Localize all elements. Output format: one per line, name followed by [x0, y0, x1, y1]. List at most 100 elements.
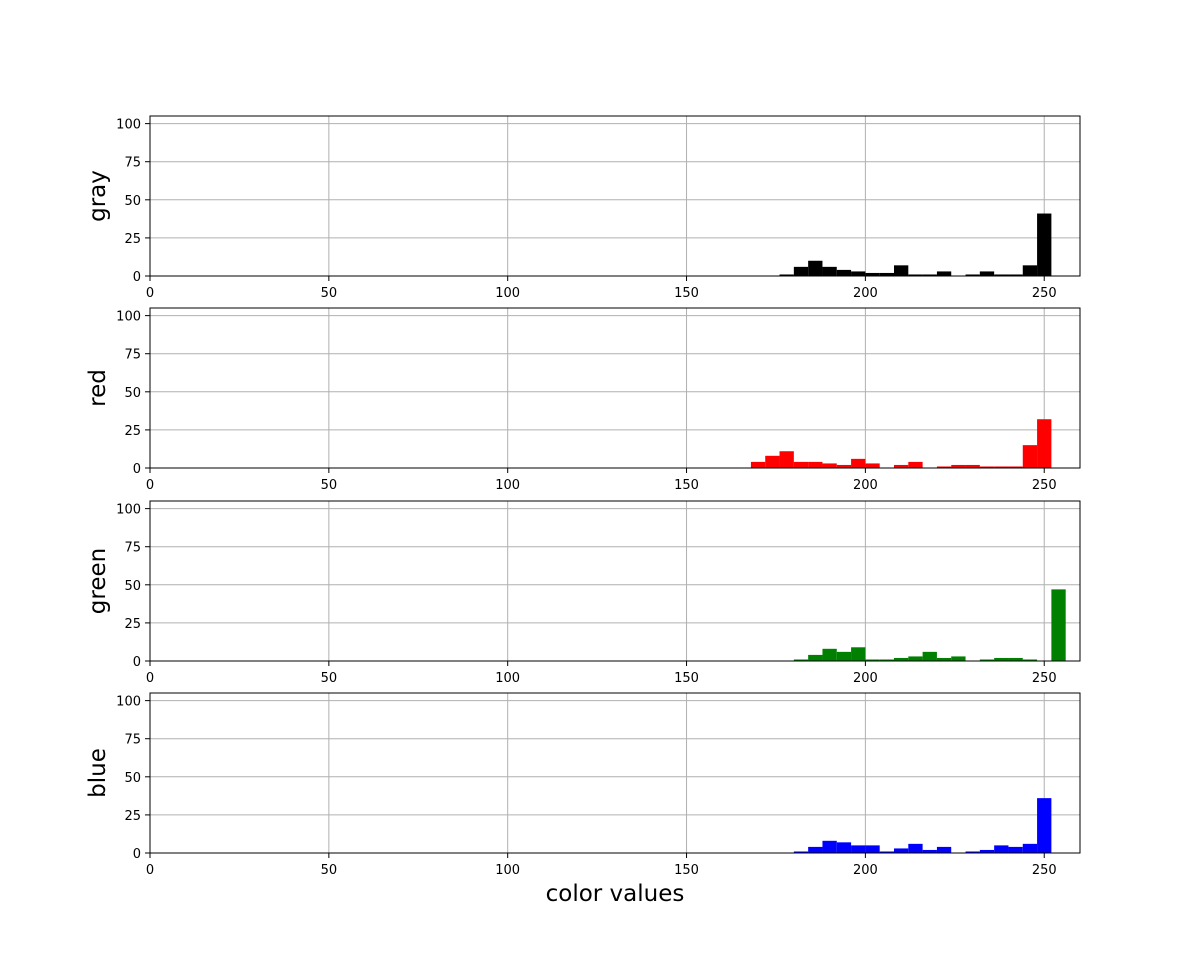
y-tick-label: 0 — [133, 655, 141, 670]
x-tick-label: 100 — [495, 671, 520, 686]
histogram-bar — [936, 657, 952, 661]
histogram-bar — [793, 461, 809, 468]
x-tick-label: 200 — [853, 671, 878, 686]
histogram-bar — [779, 451, 794, 468]
y-tick-label: 50 — [124, 386, 141, 401]
histogram-bar — [808, 654, 823, 661]
histogram-bar — [894, 265, 909, 276]
histogram-bar — [750, 461, 766, 468]
histogram-bar — [908, 656, 923, 661]
y-tick-label: 25 — [124, 232, 141, 247]
histogram-bar — [951, 464, 966, 468]
histogram-bar — [979, 849, 995, 853]
histogram-bar — [793, 851, 809, 853]
histogram-bar — [1037, 419, 1052, 468]
histogram-bar — [808, 461, 823, 468]
x-tick-label: 50 — [321, 671, 338, 686]
x-axis-label: color values — [546, 881, 685, 907]
histogram-bar — [836, 464, 852, 468]
y-tick-label: 0 — [133, 847, 141, 862]
histogram-panel-green: 0 50 100 150 200 250 0 25 50 75 100 green — [85, 500, 1081, 686]
histogram-bar — [894, 657, 909, 661]
x-tick-label: 0 — [146, 863, 154, 878]
y-tick-label: 25 — [124, 617, 141, 632]
histogram-bar — [1037, 213, 1052, 276]
axes-frame — [149, 692, 1081, 854]
histogram-bar — [765, 455, 780, 468]
x-tick-label: 150 — [674, 286, 699, 301]
histogram-bar — [1022, 445, 1038, 468]
y-tick-label: 100 — [116, 310, 141, 325]
y-tick-label: 100 — [116, 695, 141, 710]
histogram-bar — [851, 458, 866, 468]
histogram-bar — [936, 271, 952, 276]
histogram-bar — [808, 846, 823, 853]
x-tick-label: 200 — [853, 478, 878, 493]
histogram-bar — [865, 463, 880, 468]
x-tick-label: 0 — [146, 478, 154, 493]
histogram-bar — [908, 461, 923, 468]
y-tick-label: 50 — [124, 579, 141, 594]
y-tick-label: 0 — [133, 270, 141, 285]
histogram-bar — [965, 851, 980, 853]
y-axis-label: red — [85, 369, 111, 407]
x-tick-label: 100 — [495, 863, 520, 878]
histogram-bar — [994, 466, 1009, 468]
histogram-bar — [851, 271, 866, 276]
y-tick-label: 75 — [124, 541, 141, 556]
histogram-bar — [822, 266, 837, 276]
y-tick-label: 100 — [116, 118, 141, 133]
y-tick-label: 25 — [124, 809, 141, 824]
histogram-bar — [922, 651, 937, 661]
histogram-bar — [994, 845, 1009, 853]
histogram-bar — [865, 272, 880, 276]
y-tick-label: 100 — [116, 503, 141, 518]
x-tick-label: 250 — [1032, 863, 1057, 878]
histogram-bar — [922, 274, 937, 276]
histogram-bar — [1008, 466, 1023, 468]
axes-frame — [149, 115, 1081, 277]
histogram-bar — [994, 274, 1009, 276]
x-tick-label: 150 — [674, 671, 699, 686]
y-tick-label: 50 — [124, 771, 141, 786]
y-tick-label: 75 — [124, 733, 141, 748]
histogram-bar — [894, 848, 909, 853]
x-tick-label: 150 — [674, 863, 699, 878]
histogram-bar — [822, 463, 837, 468]
histogram-bar — [936, 466, 952, 468]
histogram-bar — [965, 274, 980, 276]
histogram-bar — [851, 647, 866, 661]
x-tick-label: 250 — [1032, 671, 1057, 686]
histogram-bar — [793, 659, 809, 661]
axes-frame — [149, 500, 1081, 662]
y-axis-label: green — [85, 548, 111, 614]
x-tick-label: 50 — [321, 478, 338, 493]
y-axis-label: blue — [85, 748, 111, 798]
histogram-bar — [822, 648, 837, 661]
histogram-bar — [908, 274, 923, 276]
x-tick-label: 250 — [1032, 286, 1057, 301]
histogram-bar — [808, 260, 823, 276]
histogram-bar — [1022, 265, 1038, 276]
y-tick-label: 25 — [124, 424, 141, 439]
histogram-bar — [922, 849, 937, 853]
axes-frame — [149, 307, 1081, 469]
histogram-bar — [865, 845, 880, 853]
x-tick-label: 100 — [495, 286, 520, 301]
histogram-bar — [1022, 659, 1038, 661]
histogram-bar — [979, 659, 995, 661]
histogram-bar — [951, 656, 966, 661]
y-tick-label: 50 — [124, 194, 141, 209]
histogram-bar — [836, 651, 852, 661]
x-tick-label: 200 — [853, 863, 878, 878]
histogram-bar — [1051, 589, 1066, 661]
y-tick-label: 75 — [124, 156, 141, 171]
histogram-bar — [879, 659, 894, 661]
y-tick-label: 75 — [124, 348, 141, 363]
histogram-bar — [851, 845, 866, 853]
histogram-panel-blue: 0 50 100 150 200 250 0 25 50 75 100 blue color value… — [85, 692, 1081, 907]
histogram-bar — [822, 840, 837, 853]
x-tick-label: 200 — [853, 286, 878, 301]
x-tick-label: 0 — [146, 671, 154, 686]
